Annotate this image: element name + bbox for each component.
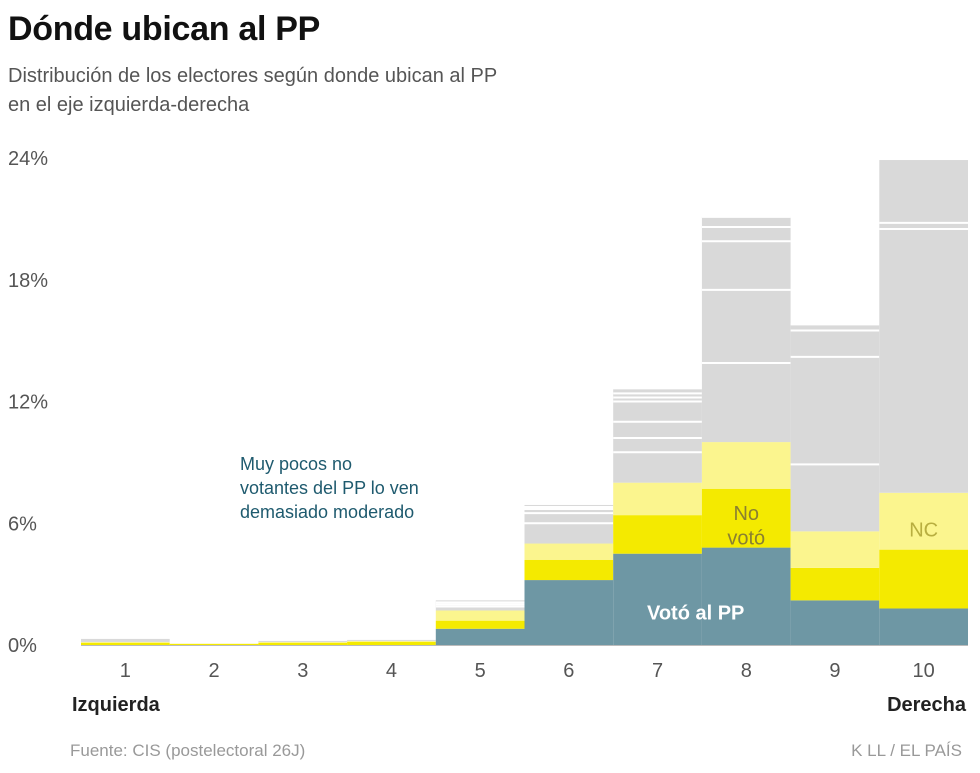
bar-segment-4-1 bbox=[347, 641, 436, 645]
y-tick-label: 6% bbox=[8, 513, 37, 535]
bar-segment-3-5 bbox=[258, 640, 348, 642]
bar-segment-10-0 bbox=[879, 608, 968, 645]
x-tick-label: 3 bbox=[297, 660, 308, 682]
bar-segment-8-5 bbox=[701, 216, 791, 443]
bar-segment-6-0 bbox=[524, 580, 614, 645]
bar-segment-7-3 bbox=[613, 482, 702, 516]
bar-segment-4-5 bbox=[347, 639, 436, 641]
segment-label: NC bbox=[909, 519, 938, 541]
bar-segment-5-5 bbox=[435, 600, 525, 611]
bar-segment-6-5 bbox=[524, 504, 614, 544]
bar-segment-7-5 bbox=[613, 389, 702, 483]
x-tick-label: 10 bbox=[913, 660, 935, 682]
bar-segment-9-1 bbox=[790, 567, 880, 601]
bar-segment-9-5 bbox=[790, 324, 880, 532]
x-tick-label: 4 bbox=[386, 660, 397, 682]
bar-segment-5-3 bbox=[435, 610, 525, 621]
bar-segment-10-1 bbox=[879, 549, 968, 609]
credit-note: K LL / EL PAÍS bbox=[851, 741, 962, 760]
bar-segment-2-1 bbox=[169, 643, 259, 645]
bar-segment-1-3 bbox=[81, 641, 170, 643]
bar-segment-5-1 bbox=[435, 620, 525, 629]
x-tick-label: 2 bbox=[208, 660, 219, 682]
x-end-label-left: Izquierda bbox=[72, 694, 161, 716]
bar-segment-4-3 bbox=[347, 640, 436, 642]
annotation-line: votantes del PP lo ven bbox=[240, 478, 419, 498]
bar-segment-5-0 bbox=[435, 628, 525, 645]
segment-label: No bbox=[733, 503, 759, 525]
x-tick-label: 9 bbox=[829, 660, 840, 682]
x-tick-label: 8 bbox=[741, 660, 752, 682]
bar-segment-9-3 bbox=[790, 531, 880, 568]
annotation-line: demasiado moderado bbox=[240, 502, 414, 522]
bar-segment-6-3 bbox=[524, 543, 614, 560]
bar-segment-1-5 bbox=[81, 638, 170, 642]
y-tick-label: 0% bbox=[8, 635, 37, 657]
annotation-line: Muy pocos no bbox=[240, 454, 352, 474]
bar-segment-3-1 bbox=[258, 642, 348, 645]
chart-subtitle: Distribución de los electores según dond… bbox=[8, 62, 608, 120]
subtitle-line-2: en el eje izquierda-derecha bbox=[8, 94, 250, 116]
bar-segment-3-3 bbox=[258, 641, 348, 643]
source-note: Fuente: CIS (postelectoral 26J) bbox=[70, 741, 306, 760]
x-tick-label: 1 bbox=[120, 660, 131, 682]
bar-segment-7-0 bbox=[613, 553, 702, 645]
bar-segment-8-3 bbox=[701, 442, 791, 489]
bar-segment-1-1 bbox=[81, 642, 170, 645]
y-tick-label: 24% bbox=[8, 148, 48, 170]
bar-segment-10-3 bbox=[879, 492, 968, 550]
x-end-label-right: Derecha bbox=[887, 694, 967, 716]
y-tick-label: 12% bbox=[8, 392, 48, 414]
bar-segment-10-5 bbox=[879, 160, 968, 493]
segment-label: Votó al PP bbox=[647, 603, 744, 625]
bar-segment-8-1 bbox=[701, 488, 791, 548]
x-tick-label: 7 bbox=[652, 660, 663, 682]
chart-title: Dónde ubican al PP bbox=[8, 10, 320, 48]
bar-segment-8-0 bbox=[701, 547, 791, 645]
bar-segment-7-1 bbox=[613, 515, 702, 554]
bar-segment-9-0 bbox=[790, 600, 880, 645]
x-tick-label: 6 bbox=[563, 660, 574, 682]
subtitle-line-1: Distribución de los electores según dond… bbox=[8, 65, 498, 87]
y-tick-label: 18% bbox=[8, 270, 48, 292]
x-tick-label: 5 bbox=[475, 660, 486, 682]
segment-label: votó bbox=[727, 527, 765, 549]
bar-segment-6-1 bbox=[524, 559, 614, 581]
